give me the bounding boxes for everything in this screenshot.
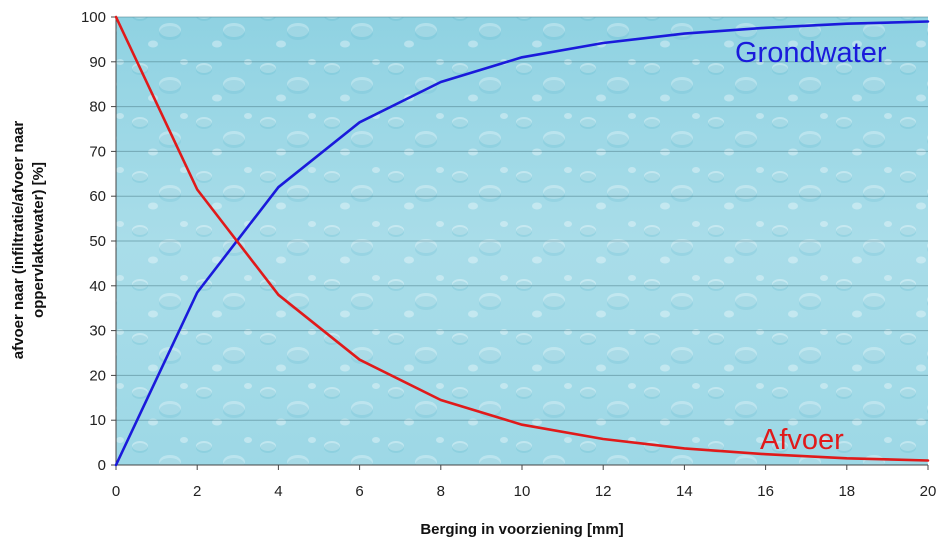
x-tick-label-12: 12 [595,483,612,500]
y-axis-ticks: 0 10 20 30 40 50 60 70 80 90 100 [81,9,116,474]
x-tick-label-0: 0 [112,483,120,500]
y-tick-label-0: 0 [98,457,106,474]
y-tick-label-100: 100 [81,9,106,26]
x-tick-label-18: 18 [838,483,855,500]
y-axis-title-line2: oppervlaktewater) [%] [30,162,47,318]
x-axis-ticks: 0 2 4 6 8 10 12 14 16 18 20 [112,465,937,500]
x-tick-label-10: 10 [514,483,531,500]
y-tick-label-20: 20 [89,367,106,384]
series-lines [114,15,930,467]
series-label-afvoer: Afvoer [760,424,844,456]
series-line-afvoer [114,15,930,462]
y-tick-label-10: 10 [89,412,106,429]
y-tick-label-50: 50 [89,233,106,250]
x-tick-label-14: 14 [676,483,693,500]
x-tick-label-16: 16 [757,483,774,500]
y-tick-label-60: 60 [89,188,106,205]
y-tick-label-30: 30 [89,323,106,340]
y-axis-title-line1: afvoer naar (infiltratie/afvoer naar [10,121,27,360]
x-tick-label-4: 4 [274,483,282,500]
x-tick-label-20: 20 [920,483,937,500]
gridlines [116,16,928,421]
y-tick-label-40: 40 [89,278,106,295]
y-tick-label-80: 80 [89,99,106,116]
y-tick-label-90: 90 [89,54,106,71]
y-tick-label-70: 70 [89,143,106,160]
x-axis-title: Berging in voorziening [mm] [420,521,623,538]
series-line-grondwater [114,20,930,467]
x-tick-label-8: 8 [437,483,445,500]
x-tick-label-6: 6 [355,483,363,500]
x-tick-label-2: 2 [193,483,201,500]
series-label-grondwater: Grondwater [735,37,887,69]
